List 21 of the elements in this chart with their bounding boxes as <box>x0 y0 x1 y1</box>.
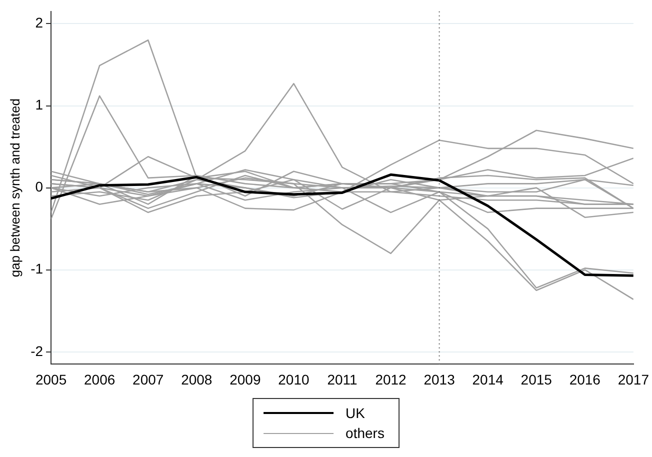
y-tick-label: 0 <box>35 178 44 195</box>
y-axis-title: gap between synth and treated <box>7 98 22 278</box>
x-tick-label: 2009 <box>230 371 261 388</box>
x-tick-label: 2013 <box>424 371 456 388</box>
x-tick-label: 2005 <box>35 371 67 388</box>
legend-label: UK <box>346 405 365 421</box>
x-tick-label: 2011 <box>327 371 358 388</box>
x-tick-label: 2006 <box>84 371 116 388</box>
legend-label: others <box>346 425 384 441</box>
x-tick-label: 2012 <box>375 371 407 388</box>
x-tick-label: 2016 <box>569 371 601 388</box>
x-tick-label: 2007 <box>132 371 164 388</box>
y-tick-label: 2 <box>35 14 44 31</box>
y-tick-label: -1 <box>30 260 44 277</box>
x-tick-label: 2010 <box>278 371 310 388</box>
x-tick-label: 2008 <box>181 371 212 388</box>
y-tick-label: -2 <box>30 342 44 359</box>
y-tick-label: 1 <box>35 96 44 113</box>
x-tick-label: 2015 <box>520 371 552 388</box>
x-tick-label: 2017 <box>618 371 650 388</box>
x-tick-label: 2014 <box>472 371 504 388</box>
